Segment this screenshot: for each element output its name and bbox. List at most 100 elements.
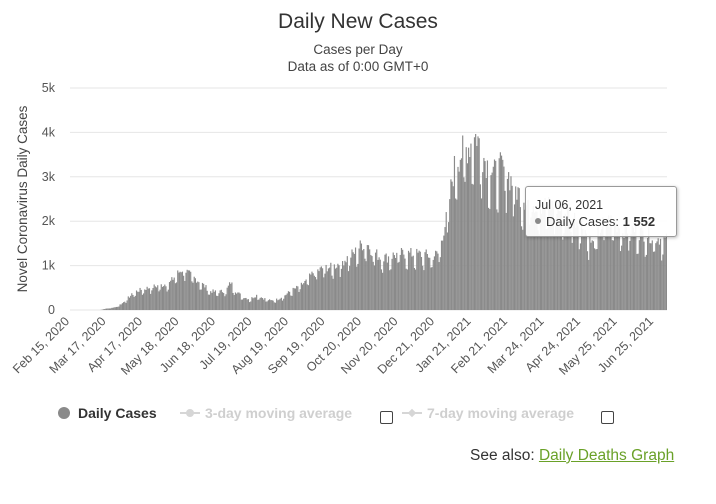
bar[interactable] — [471, 183, 473, 310]
bar[interactable] — [631, 225, 633, 310]
bar[interactable] — [177, 270, 179, 310]
bar[interactable] — [417, 252, 419, 310]
bar[interactable] — [615, 221, 617, 310]
bar[interactable] — [561, 202, 563, 310]
bar[interactable] — [508, 172, 510, 310]
bar[interactable] — [192, 282, 194, 310]
bar[interactable] — [126, 300, 128, 310]
bar[interactable] — [219, 290, 221, 310]
bar[interactable] — [424, 252, 426, 310]
bar[interactable] — [211, 292, 213, 310]
bar[interactable] — [593, 248, 596, 310]
bar[interactable] — [573, 212, 576, 310]
bar[interactable] — [137, 291, 139, 310]
bar[interactable] — [367, 245, 370, 310]
bar[interactable] — [411, 256, 413, 310]
bar[interactable] — [236, 293, 238, 310]
bar[interactable] — [630, 233, 632, 310]
bar[interactable] — [453, 155, 456, 310]
bar[interactable] — [409, 252, 411, 310]
bar[interactable] — [515, 186, 517, 310]
bar[interactable] — [131, 293, 133, 310]
bar[interactable] — [380, 269, 383, 310]
bar[interactable] — [287, 291, 290, 310]
bar[interactable] — [422, 265, 424, 310]
bar[interactable] — [205, 285, 207, 310]
bar[interactable] — [224, 296, 226, 310]
bar[interactable] — [133, 296, 135, 310]
bar[interactable] — [479, 184, 481, 310]
bar[interactable] — [533, 212, 536, 310]
bar[interactable] — [525, 205, 527, 310]
bar[interactable] — [130, 295, 132, 310]
bar[interactable] — [442, 240, 444, 310]
bar[interactable] — [496, 209, 498, 310]
bar[interactable] — [234, 292, 237, 310]
bar[interactable] — [623, 238, 625, 310]
bar[interactable] — [252, 298, 254, 310]
bar[interactable] — [429, 257, 431, 310]
bar[interactable] — [662, 254, 664, 310]
bar[interactable] — [301, 284, 304, 310]
bar[interactable] — [326, 271, 328, 310]
bar[interactable] — [320, 266, 322, 310]
bar[interactable] — [651, 240, 653, 310]
bar[interactable] — [438, 262, 440, 310]
bar[interactable] — [624, 220, 626, 310]
bar[interactable] — [238, 292, 240, 310]
bar[interactable] — [645, 254, 647, 310]
bar[interactable] — [451, 181, 453, 310]
bar[interactable] — [436, 251, 438, 310]
bar[interactable] — [154, 286, 156, 310]
bar[interactable] — [626, 233, 629, 310]
bar[interactable] — [650, 243, 652, 310]
bar[interactable] — [260, 297, 262, 310]
bar[interactable] — [634, 232, 636, 310]
bar[interactable] — [227, 285, 229, 310]
bar[interactable] — [399, 254, 401, 310]
bar[interactable] — [364, 258, 366, 310]
bar[interactable] — [450, 179, 452, 310]
bar[interactable] — [210, 291, 212, 310]
bar[interactable] — [231, 282, 233, 310]
bar[interactable] — [226, 287, 228, 310]
bar[interactable] — [447, 222, 450, 310]
bar[interactable] — [503, 166, 505, 310]
bar[interactable] — [166, 291, 168, 310]
bar[interactable] — [194, 278, 196, 310]
bar[interactable] — [539, 208, 542, 310]
bar[interactable] — [463, 177, 465, 310]
bar[interactable] — [595, 249, 597, 310]
bar[interactable] — [621, 245, 623, 310]
bar[interactable] — [449, 199, 451, 310]
bar[interactable] — [307, 285, 310, 310]
bar[interactable] — [465, 147, 467, 310]
bar[interactable] — [327, 268, 330, 310]
bar[interactable] — [324, 273, 326, 310]
bar[interactable] — [120, 304, 122, 310]
bar[interactable] — [493, 159, 496, 310]
bar[interactable] — [228, 282, 231, 310]
bar[interactable] — [374, 252, 377, 310]
bar[interactable] — [217, 295, 219, 310]
bar[interactable] — [112, 307, 114, 310]
bar[interactable] — [353, 253, 355, 310]
bar[interactable] — [292, 287, 294, 310]
bar[interactable] — [562, 239, 564, 310]
bar[interactable] — [293, 288, 295, 310]
bar[interactable] — [604, 236, 606, 310]
bar[interactable] — [124, 301, 126, 310]
bar[interactable] — [216, 295, 218, 310]
bar[interactable] — [499, 152, 501, 310]
bar[interactable] — [319, 267, 321, 310]
bar[interactable] — [264, 298, 266, 310]
bar[interactable] — [440, 240, 443, 310]
bar[interactable] — [160, 284, 162, 310]
bar[interactable] — [200, 289, 202, 310]
bar[interactable] — [530, 217, 532, 310]
legend-item-7day-average[interactable]: 7-day moving average — [402, 405, 574, 421]
bar[interactable] — [665, 233, 667, 310]
bar[interactable] — [357, 263, 359, 310]
bar[interactable] — [597, 226, 599, 310]
